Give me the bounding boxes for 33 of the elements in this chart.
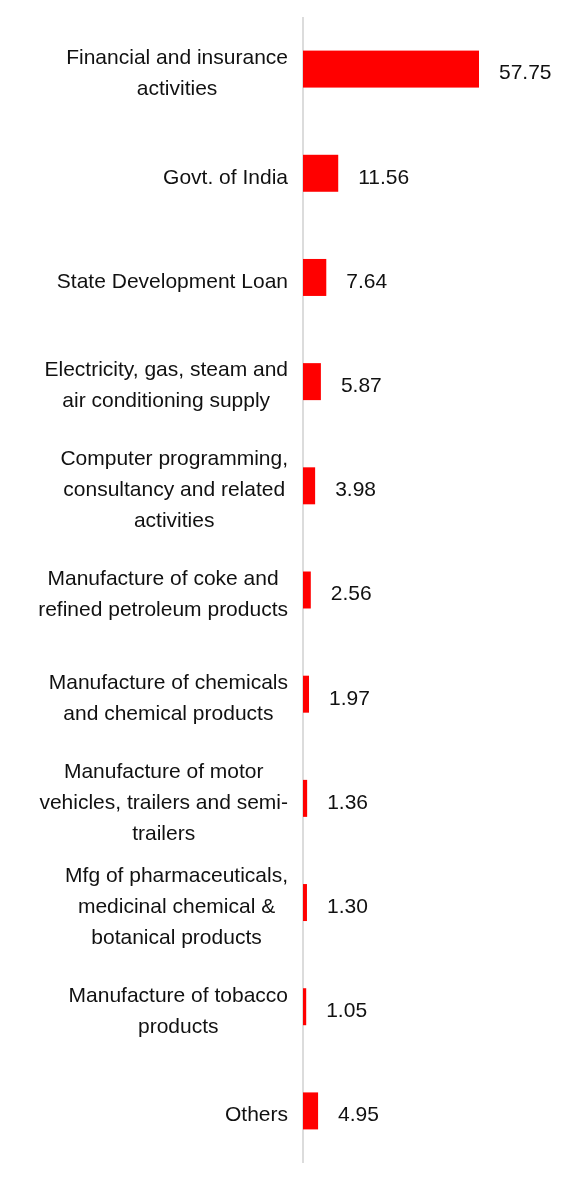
- data-label: 1.05: [326, 998, 368, 1022]
- y-tick-label: Manufacture of coke and refined petroleum products: [38, 565, 288, 620]
- bar: [303, 571, 311, 609]
- data-label: 1.36: [327, 789, 369, 813]
- data-label: 11.56: [358, 164, 410, 188]
- y-tick-label: Govt. of India: [163, 164, 289, 188]
- bar: [303, 988, 307, 1026]
- data-label: 2.56: [330, 581, 372, 605]
- y-tick-label: Computer programming, consultancy and related activities: [60, 446, 288, 532]
- data-label: 5.87: [340, 372, 382, 396]
- bar: [303, 675, 309, 713]
- data-label: 57.75: [499, 60, 552, 84]
- bar: [303, 779, 308, 817]
- y-tick-label: Electricity, gas, steam and air conditioning supply: [44, 357, 288, 412]
- bar: [303, 1092, 319, 1130]
- y-tick-label: Others: [224, 1102, 289, 1126]
- data-label: 1.97: [329, 685, 370, 709]
- data-label: 4.95: [338, 1102, 379, 1126]
- y-tick-label: Mfg of pharmaceuticals, medicinal chemical & botanical products: [65, 862, 288, 948]
- bar: [303, 363, 321, 401]
- y-tick-label: Financial and insurance activities: [66, 44, 289, 99]
- y-tick-label: State Development Loan: [56, 268, 288, 292]
- y-tick-label: Manufacture of chemicals and chemical products: [48, 670, 288, 725]
- data-label: 7.64: [346, 268, 388, 292]
- bar: [303, 258, 327, 296]
- y-tick-label: Manufacture of tobacco products: [68, 982, 288, 1037]
- bar: [303, 50, 479, 88]
- bar: [303, 154, 339, 192]
- bar: [303, 467, 316, 505]
- y-tick-label: Manufacture of motor vehicles, trailers and semi-trailers: [39, 758, 288, 844]
- data-label: 3.98: [335, 477, 376, 501]
- bar: [303, 884, 307, 922]
- data-label: 1.30: [326, 893, 368, 917]
